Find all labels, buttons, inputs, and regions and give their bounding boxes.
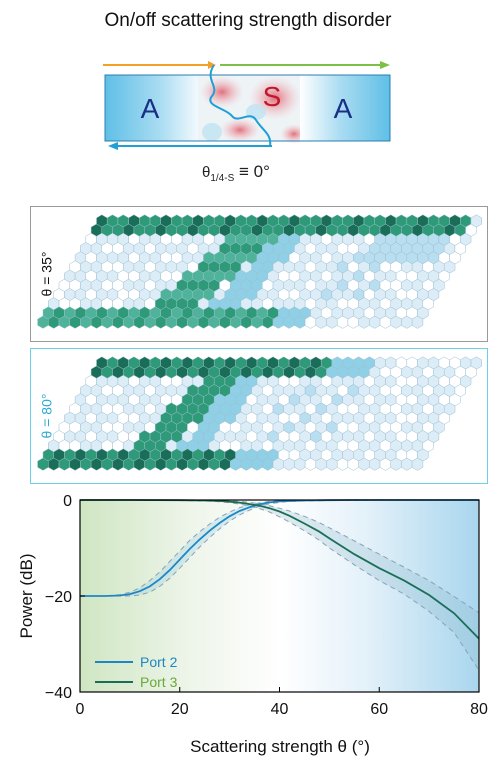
series-line-port-3 xyxy=(80,499,480,640)
x-tick-label: 40 xyxy=(271,701,289,718)
interface-schematic: A S A θ1/4-S ≡ 0° xyxy=(103,61,391,184)
y-axis-label: Power (dB) xyxy=(17,553,36,638)
y-tick-label: −40 xyxy=(45,685,72,702)
y-tick-label: 0 xyxy=(63,493,72,510)
region-a-left-label: A xyxy=(141,93,160,124)
hexagonal-lattice-map xyxy=(37,214,482,329)
angle-label-value: ≡ 0° xyxy=(234,162,270,181)
hexagonal-lattice-map xyxy=(37,356,482,471)
legend-label-port-3: Port 3 xyxy=(140,674,178,690)
x-axis-label: Scattering strength θ (°) xyxy=(190,737,370,756)
y-tick-label: −20 xyxy=(45,589,72,606)
region-a-right xyxy=(300,75,390,141)
region-a-left xyxy=(105,75,205,141)
plot-area xyxy=(80,500,479,692)
svg-text:θ1/4-S ≡ 0°: θ1/4-S ≡ 0° xyxy=(202,162,270,184)
x-tick-label: 0 xyxy=(76,701,85,718)
figure-title: On/off scattering strength disorder xyxy=(104,10,392,31)
legend: Port 2 Port 3 xyxy=(95,654,178,690)
angle-label-theta: θ xyxy=(202,164,210,181)
lattice-cell xyxy=(411,315,424,329)
region-a-right-label: A xyxy=(334,93,353,124)
series-band-low-2 xyxy=(80,499,479,597)
angle-label-subscript: 1/4-S xyxy=(210,173,234,184)
lattice-panel-theta-80: θ = 80° xyxy=(30,348,488,484)
x-tick-label: 20 xyxy=(171,701,189,718)
series-band-high-2 xyxy=(80,499,479,597)
region-s-label: S xyxy=(263,81,282,112)
legend-label-port-2: Port 2 xyxy=(140,654,178,670)
power-chart: 0 20 40 60 80 0 −20 −40 Scattering strength θ … xyxy=(17,493,488,756)
series-band-3 xyxy=(80,500,479,671)
lattice-panel-theta-35: θ = 35° xyxy=(30,206,488,342)
lattice-cell xyxy=(411,457,424,471)
x-tick-label: 80 xyxy=(470,701,488,718)
x-tick-label: 60 xyxy=(370,701,388,718)
